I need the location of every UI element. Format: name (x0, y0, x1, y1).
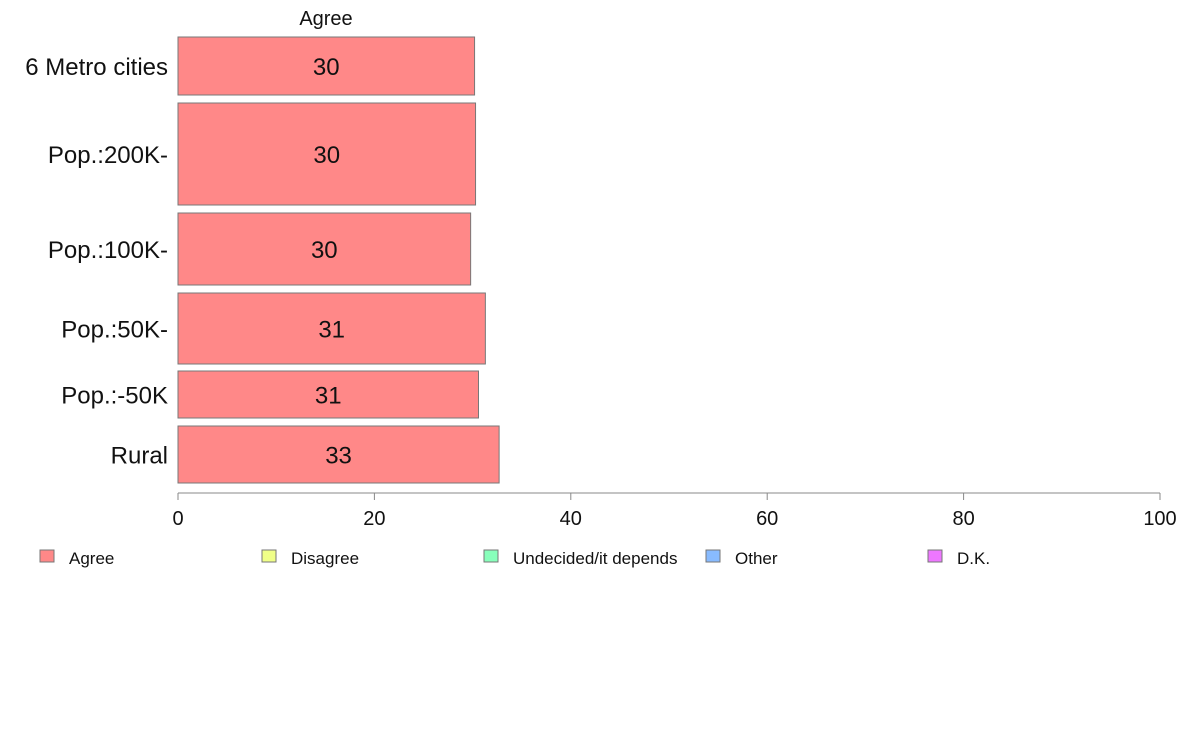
bar-value-label: 31 (315, 383, 342, 410)
category-label: Pop.:-50K (61, 383, 168, 410)
legend-swatch (927, 549, 943, 563)
bar (177, 212, 472, 286)
legend-item: D.K. (927, 549, 990, 568)
bar (177, 36, 476, 96)
bar (177, 425, 500, 484)
bar-row: 30 Pop.:100K- (48, 212, 472, 286)
legend-item: Disagree (261, 549, 359, 568)
bar-row: 33 Rural (111, 425, 500, 484)
bar-value-label: 31 (318, 317, 345, 344)
legend-label: Disagree (291, 549, 359, 568)
legend-swatch (39, 549, 55, 563)
category-label: Pop.:200K- (48, 142, 168, 169)
bar (177, 102, 477, 206)
legend-swatch (705, 549, 721, 563)
bar-value-label: 33 (325, 443, 352, 470)
legend-item: Agree (39, 549, 114, 568)
x-axis: 0 20 40 60 80 100 (172, 492, 1177, 530)
category-label: 6 Metro cities (25, 54, 168, 81)
bars-layer: 30 6 Metro cities 30 Pop.:200K- 30 Pop.:100K-… (25, 36, 500, 484)
bar-row: 30 6 Metro cities (25, 36, 476, 96)
bar (177, 292, 486, 365)
bar-value-label: 30 (313, 142, 340, 169)
bar-value-label: 30 (311, 237, 338, 264)
category-label: Pop.:100K- (48, 237, 168, 264)
legend: Agree Disagree Undecided/it depends Other D.… (39, 549, 990, 568)
category-label: Pop.:50K- (61, 317, 168, 344)
bar-row: 31 Pop.:50K- (61, 292, 486, 365)
category-label: Rural (111, 443, 168, 470)
legend-label: Other (735, 549, 778, 568)
legend-item: Other (705, 549, 778, 568)
bar-row: 31 Pop.:-50K (61, 370, 479, 419)
x-tick-label: 80 (952, 508, 974, 530)
x-tick-label: 20 (363, 508, 385, 530)
x-tick-label: 100 (1143, 508, 1176, 530)
legend-label: D.K. (957, 549, 990, 568)
bar-value-label: 30 (313, 54, 340, 81)
x-tick-label: 0 (172, 508, 183, 530)
legend-label: Agree (69, 549, 114, 568)
legend-item: Undecided/it depends (483, 549, 677, 568)
x-tick-label: 60 (756, 508, 778, 530)
legend-label: Undecided/it depends (513, 549, 677, 568)
chart-title: Agree (299, 8, 352, 30)
bar-row: 30 Pop.:200K- (48, 102, 477, 206)
bar (177, 370, 479, 419)
x-tick-label: 40 (560, 508, 582, 530)
legend-swatch (483, 549, 499, 563)
legend-swatch (261, 549, 277, 563)
